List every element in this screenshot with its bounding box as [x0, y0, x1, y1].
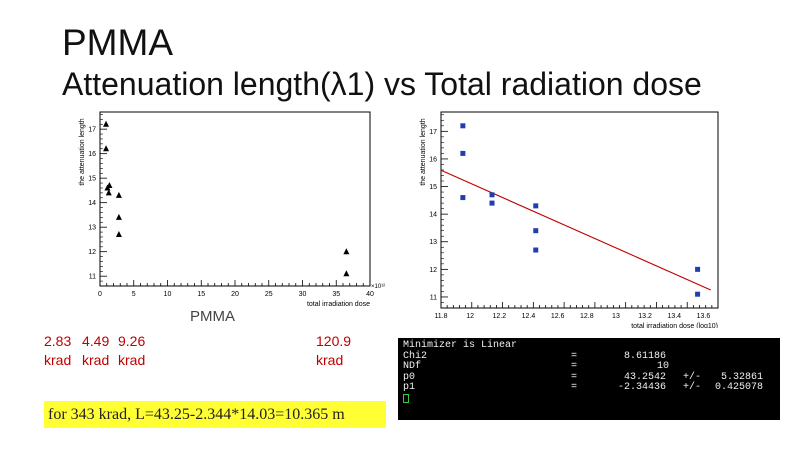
calculation-note: for 343 krad, L=43.25-2.344*14.03=10.365… — [44, 401, 386, 428]
y-axis-label: the attenuation length — [79, 118, 86, 185]
terminal-row-p1: p1 = -2.34436 +/- 0.425078 — [403, 382, 764, 393]
x-tick-label: 25 — [265, 291, 273, 298]
x-tick-label: 13.6 — [697, 313, 711, 320]
y-tick-label: 13 — [88, 225, 96, 232]
right-chart: 11.8 12 12.2 12.4 12.6 12.8 13 13.2 13.4 13.6 11 12… — [420, 111, 719, 328]
y-tick-label: 11 — [89, 274, 96, 281]
x-tick-label: 40 — [366, 291, 374, 298]
data-point — [115, 191, 122, 198]
x-tick-label: 12 — [466, 313, 474, 320]
y-axis-label: the attenuation length — [420, 118, 427, 185]
fit-line — [440, 169, 711, 291]
x-tick-label: 12.4 — [522, 313, 536, 320]
x-tick-label: 30 — [299, 291, 307, 298]
x-tick-label: 35 — [332, 291, 340, 298]
x-tick-label: 13 — [612, 313, 620, 320]
data-point — [115, 231, 122, 238]
data-point — [343, 270, 350, 277]
x-tick-label: 5 — [132, 291, 136, 298]
x-tick-label: 0 — [98, 291, 102, 298]
data-point — [695, 291, 701, 297]
dose-label-2: 4.49 krad — [82, 333, 110, 368]
x-tick-label: 13.2 — [638, 313, 652, 320]
data-point — [460, 195, 466, 201]
plot-frame — [440, 111, 719, 309]
y-tick-label: 15 — [429, 184, 437, 191]
data-point — [103, 120, 110, 127]
y-tick-label: 14 — [88, 200, 96, 207]
y-tick-label: 12 — [429, 267, 437, 274]
x-tick-label: 12.8 — [580, 313, 594, 320]
x-tick-label: 12.2 — [493, 313, 507, 320]
data-point — [695, 266, 701, 272]
data-point — [103, 145, 110, 152]
x-axis-label: total irradiation dose — [307, 301, 370, 306]
x-tick-label: 13.4 — [667, 313, 681, 320]
left-chart: 0 5 10 15 20 25 30 35 40 11 12 13 14 15 16 17 total irra… — [79, 111, 385, 306]
x-tick-label: 12.6 — [551, 313, 565, 320]
x-tick-label: 15 — [197, 291, 205, 298]
plot-frame — [99, 111, 371, 287]
terminal-prompt[interactable] — [403, 393, 775, 405]
y-tick-label: 11 — [430, 294, 437, 301]
x-tick-label: 11.8 — [434, 313, 447, 320]
left-chart-caption: PMMA — [190, 308, 235, 325]
y-tick-label: 17 — [429, 129, 437, 136]
data-point — [115, 213, 122, 220]
x-tick-label: 20 — [231, 291, 239, 298]
minimizer-terminal: Minimizer is Linear Chi2 = 8.61186 NDf =… — [398, 338, 780, 420]
x-axis-exponent: ×10¹² — [371, 284, 385, 290]
data-point — [489, 192, 495, 198]
terminal-row-chi2: Chi2 = 8.61186 — [403, 350, 667, 362]
data-point — [460, 123, 466, 129]
slide-subtitle: Attenuation length(λ1) vs Total radiatio… — [62, 66, 702, 102]
data-point — [533, 228, 539, 234]
y-tick-label: 14 — [429, 212, 437, 219]
dose-label-3: 9.26 krad — [118, 333, 146, 368]
x-tick-label: 10 — [164, 291, 172, 298]
data-point — [105, 189, 112, 196]
x-axis-label: total irradiation dose (log10) — [631, 323, 718, 328]
y-tick-label: 17 — [88, 127, 96, 134]
data-point — [533, 247, 539, 253]
slide-title: PMMA — [62, 22, 173, 63]
y-tick-label: 16 — [88, 151, 96, 158]
data-point — [489, 200, 495, 206]
data-point — [343, 248, 350, 255]
terminal-cursor — [403, 393, 409, 403]
terminal-header: Minimizer is Linear — [403, 340, 518, 351]
data-point — [106, 182, 113, 189]
dose-label-1: 2.83 krad — [44, 333, 72, 368]
data-point — [533, 203, 539, 209]
y-tick-label: 13 — [429, 239, 437, 246]
dose-label-4: 120.9 krad — [316, 333, 352, 368]
y-tick-label: 16 — [429, 156, 437, 163]
terminal-row-p0: p0 = 43.2542 +/- 5.32861 — [403, 371, 764, 383]
data-point — [460, 150, 466, 156]
y-tick-label: 15 — [88, 176, 96, 183]
terminal-row-ndf: NDf = 10 — [403, 361, 670, 372]
y-tick-label: 12 — [88, 249, 96, 256]
